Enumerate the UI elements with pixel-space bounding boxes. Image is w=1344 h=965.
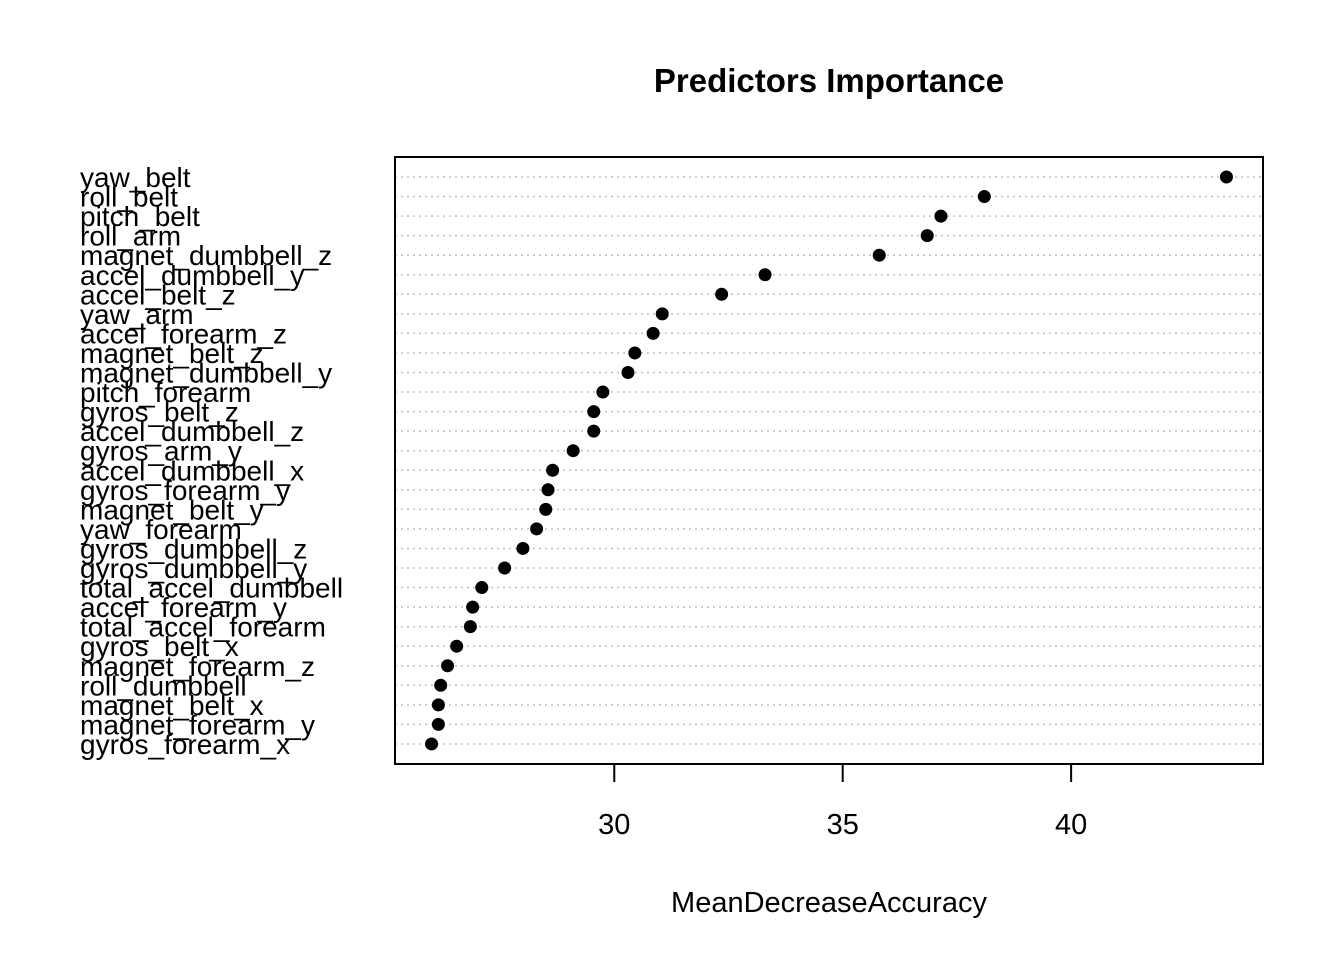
data-point (463, 620, 477, 634)
x-axis: 30 35 40 (598, 764, 1087, 841)
data-point (431, 717, 445, 731)
data-point (587, 424, 601, 438)
data-point (758, 268, 772, 282)
category-label: magnet_forearm_z (80, 651, 315, 682)
category-label: gyros_dumbbell_z (80, 533, 307, 564)
data-point (872, 248, 886, 262)
x-tick-label: 35 (827, 809, 859, 841)
data-point (628, 346, 642, 360)
category-label: magnet_belt_z (80, 338, 264, 369)
data-points (425, 170, 1233, 751)
plot-frame (394, 156, 1264, 765)
data-point (566, 444, 580, 458)
category-label: pitch_forearm (80, 377, 251, 408)
category-label: total_accel_forearm (80, 612, 326, 643)
data-point (466, 600, 480, 614)
category-label: accel_dumbbell_x (80, 455, 304, 486)
category-label: roll_dumbbell (80, 670, 247, 701)
data-point (431, 698, 445, 712)
category-label: yaw_belt (80, 162, 191, 193)
data-point (441, 659, 455, 673)
category-label: gyros_belt_x (80, 631, 239, 662)
category-label: gyros_forearm_y (80, 475, 290, 506)
data-point (655, 307, 669, 321)
data-point (621, 366, 635, 379)
x-tick-label: 30 (598, 809, 630, 841)
category-label: yaw_arm (80, 299, 194, 330)
category-label: magnet_belt_x (80, 690, 264, 721)
category-label: magnet_dumbbell_z (80, 240, 332, 271)
category-label: gyros_dumbbell_y (80, 553, 307, 584)
data-point (920, 229, 934, 243)
data-point (1219, 170, 1233, 184)
grid-lines (395, 176, 1263, 745)
data-point (715, 287, 729, 301)
category-label: total_accel_dumbbell (80, 573, 343, 604)
category-label: accel_forearm_y (80, 592, 287, 623)
data-point (596, 385, 610, 399)
category-label: pitch_belt (80, 201, 200, 232)
category-label: magnet_dumbbell_y (80, 358, 332, 389)
data-point (546, 463, 560, 477)
data-point (977, 190, 991, 204)
x-axis-label: MeanDecreaseAccuracy (671, 887, 987, 919)
data-point (934, 209, 948, 223)
category-label: yaw_forearm (80, 514, 242, 545)
category-label: accel_dumbbell_z (80, 416, 304, 447)
data-point (530, 522, 544, 536)
data-point (425, 737, 439, 751)
chart-title: Predictors Importance (654, 62, 1004, 99)
category-label: gyros_belt_z (80, 397, 239, 428)
x-tick-label: 40 (1055, 809, 1087, 841)
category-label: magnet_forearm_y (80, 709, 315, 740)
data-point (587, 405, 601, 419)
category-label: magnet_belt_y (80, 494, 264, 525)
category-label: accel_belt_z (80, 279, 236, 310)
category-label: gyros_arm_y (80, 436, 242, 467)
category-label: accel_dumbbell_y (80, 260, 304, 291)
data-point (539, 502, 553, 516)
data-point (541, 483, 555, 497)
data-point (498, 561, 512, 575)
category-labels: yaw_beltroll_beltpitch_beltroll_armmagne… (80, 162, 343, 760)
category-label: gyros_forearm_x (80, 729, 290, 760)
data-point (434, 678, 448, 692)
category-label: roll_belt (80, 182, 178, 213)
data-point (450, 639, 464, 653)
category-label: roll_arm (80, 221, 181, 252)
data-point (516, 541, 530, 555)
category-label: accel_forearm_z (80, 318, 287, 349)
data-point (646, 326, 660, 340)
data-point (475, 581, 489, 595)
